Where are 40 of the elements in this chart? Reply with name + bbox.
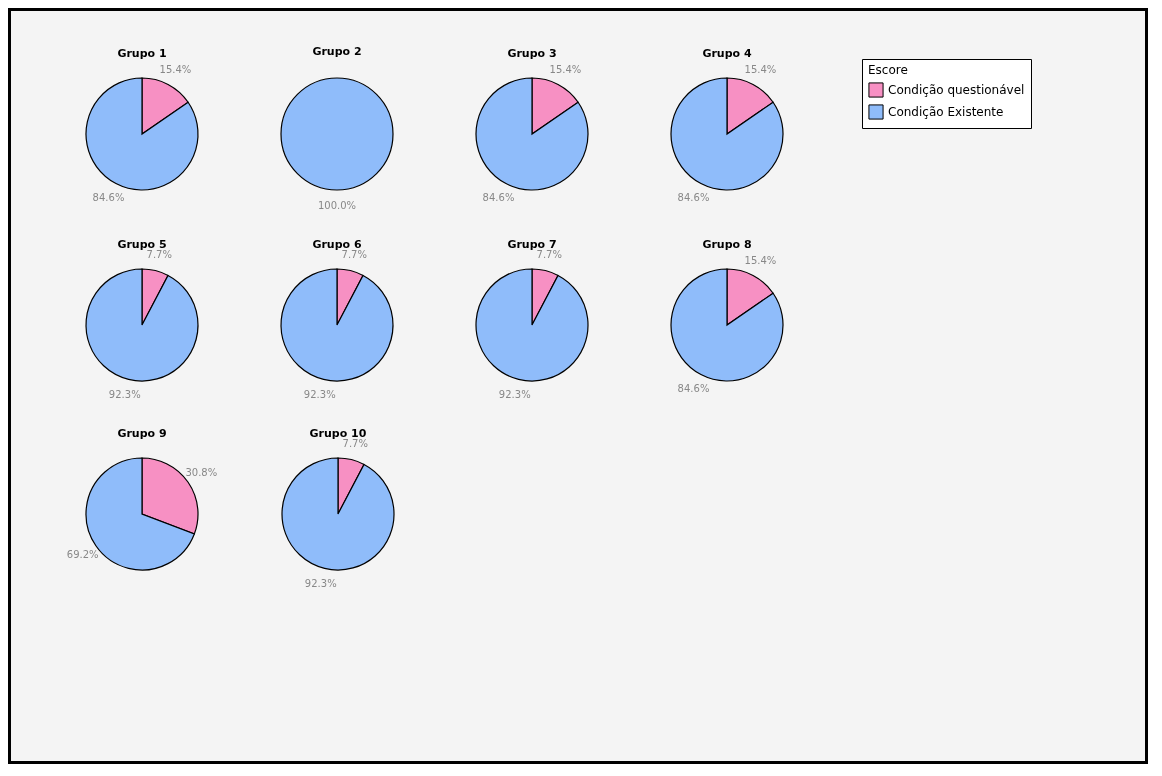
chart-title: Grupo 6 [312, 238, 362, 251]
data-label: 15.4% [744, 255, 777, 267]
chart-title: Grupo 4 [702, 47, 752, 60]
pie-slice [281, 457, 395, 571]
data-label: 92.3% [498, 388, 531, 400]
pie-slice [475, 268, 589, 382]
chart-title: Grupo 9 [117, 427, 167, 440]
data-label: 92.3% [108, 388, 141, 400]
chart-title: Grupo 10 [309, 427, 367, 440]
data-label: 15.4% [549, 64, 582, 76]
data-label: 100.0% [317, 200, 357, 211]
pie-slice [670, 77, 784, 191]
data-label: 15.4% [159, 64, 192, 76]
data-label: 84.6% [482, 191, 515, 203]
data-label: 92.3% [304, 577, 337, 589]
chart-title: Grupo 1 [117, 47, 167, 60]
chart-title: Grupo 7 [507, 238, 557, 251]
chart-title: Grupo 2 [312, 45, 362, 58]
pie-slice [85, 77, 199, 191]
pie-slice [670, 268, 784, 382]
data-label: 7.7% [146, 249, 172, 261]
data-label: 84.6% [677, 382, 710, 394]
chart-title: Grupo 3 [507, 47, 557, 60]
legend-title: Escore [868, 63, 908, 77]
data-label: 30.8% [185, 467, 218, 479]
chart-title: Grupo 5 [117, 238, 167, 251]
pie-slice [85, 268, 199, 382]
data-label: 84.6% [92, 191, 125, 203]
data-label: 84.6% [677, 191, 710, 203]
data-label: 7.7% [342, 438, 368, 450]
data-label: 7.7% [536, 249, 562, 261]
data-label: 7.7% [341, 249, 367, 261]
pie-slice [280, 268, 394, 382]
data-label: 92.3% [303, 388, 336, 400]
data-label: 15.4% [744, 64, 777, 76]
legend-label: Condição Existente [888, 105, 1004, 119]
pie-slice [475, 77, 589, 191]
data-label: 69.2% [66, 548, 99, 560]
chart-title: Grupo 8 [702, 238, 752, 251]
legend-label: Condição questionável [888, 83, 1025, 97]
